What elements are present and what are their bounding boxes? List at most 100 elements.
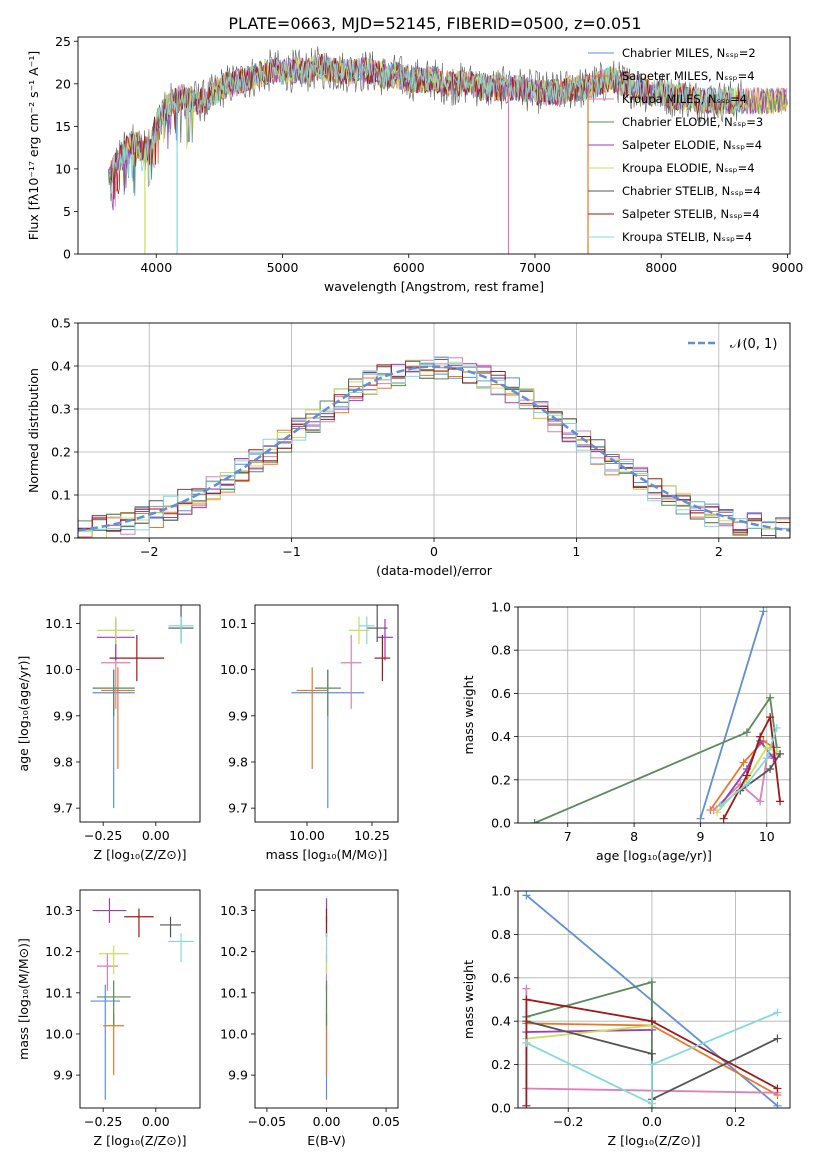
x-tick-label: 10.00 [289, 828, 325, 843]
x-axis-label: age [log₁₀(age/yr)] [596, 848, 712, 863]
x-tick-label: −0.25 [84, 828, 122, 843]
weight-marker [742, 771, 751, 780]
weight-series [525, 998, 778, 1106]
x-tick-label: −0.25 [84, 1114, 122, 1129]
y-axis-label: age [log₁₀(age/yr)] [16, 656, 31, 772]
normal-curve [78, 365, 790, 532]
y-tick-label: 9.8 [53, 754, 73, 769]
weight-marker [766, 713, 775, 722]
y-tick-label: 10.1 [45, 616, 73, 631]
x-tick-label: 0.00 [313, 1114, 341, 1129]
weight-marker [776, 797, 785, 806]
y-axis-label: Flux [fλ10⁻¹⁷ erg cm⁻² s⁻¹ A⁻¹] [26, 51, 41, 240]
y-axis-label: mass weight [461, 960, 476, 1039]
x-tick-label: −2 [140, 544, 158, 559]
y-tick-label: 10 [55, 161, 71, 176]
weight-marker [522, 984, 531, 993]
x-tick-label: 10 [759, 829, 775, 844]
weight-vs-age-marks [530, 607, 785, 823]
y-tick-label: 1.0 [491, 600, 511, 615]
weight-marker [756, 797, 765, 806]
legend-label: Kroupa STELIB, Nₛₛₚ=4 [622, 230, 752, 244]
y-tick-label: 10.0 [45, 662, 73, 677]
residuals-axes [74, 322, 790, 542]
x-tick-label: 0.05 [372, 1114, 400, 1129]
x-tick-label: 4000 [140, 260, 172, 275]
legend-label: Salpeter MILES, Nₛₛₚ=4 [622, 69, 755, 83]
residual-histogram [78, 356, 790, 538]
y-tick-label: 10.2 [220, 944, 248, 959]
x-tick-label: 2 [715, 544, 723, 559]
weight-marker [739, 758, 748, 767]
y-tick-label: 0.5 [51, 316, 71, 331]
y-tick-label: 9.9 [228, 708, 248, 723]
x-tick-label: 8 [630, 829, 638, 844]
x-tick-label: −0.2 [553, 1114, 583, 1129]
y-tick-label: 9.9 [53, 1068, 73, 1083]
x-axis-label: E(B-V) [307, 1133, 346, 1148]
x-tick-label: 7000 [519, 260, 551, 275]
y-axis-label: mass weight [461, 675, 476, 754]
age-vs-mass-axes [251, 623, 373, 826]
plot-layer: 4000 5000 6000 7000 8000 90000510152025wavele… [16, 34, 803, 1148]
weight-marker [719, 814, 728, 823]
y-tick-label: 0.8 [491, 927, 511, 942]
y-tick-label: 0.4 [491, 1014, 511, 1029]
y-tick-label: 10.0 [220, 662, 248, 677]
mass-vs-Z-marks [90, 898, 194, 1100]
y-tick-label: 10.2 [45, 944, 73, 959]
axes-frame [77, 36, 791, 255]
legend-label: Chabrier MILES, Nₛₛₚ=2 [622, 46, 756, 60]
x-tick-label: 10.25 [354, 828, 390, 843]
y-tick-label: 10.1 [220, 616, 248, 631]
legend-label: Chabrier STELIB, Nₛₛₚ=4 [622, 184, 761, 198]
y-tick-label: 10.0 [220, 1026, 248, 1041]
weight-marker [776, 749, 785, 758]
y-tick-label: 10.3 [45, 903, 73, 918]
y-tick-label: 0.4 [491, 729, 511, 744]
y-tick-label: 9.8 [228, 754, 248, 769]
y-tick-label: 0.0 [491, 1101, 511, 1116]
weight-series [699, 611, 765, 819]
axes-frame [517, 890, 791, 1109]
x-tick-label: 6000 [393, 260, 425, 275]
age-vs-Z-axes [76, 623, 157, 826]
weight-marker [759, 607, 768, 616]
weight-series [534, 695, 778, 823]
weight-marker [742, 728, 751, 737]
y-tick-label: 10.3 [220, 903, 248, 918]
weight-marker [756, 732, 765, 741]
weight-marker [716, 801, 725, 810]
weight-marker [530, 819, 539, 823]
y-tick-label: 0 [63, 247, 71, 262]
y-tick-label: 0.1 [51, 488, 71, 503]
spectrum-axes [74, 40, 788, 258]
weight-marker [647, 1060, 656, 1069]
y-tick-label: 0.3 [51, 402, 71, 417]
weight-marker [522, 891, 531, 900]
x-tick-label: 0 [430, 544, 438, 559]
weight-marker [647, 1017, 656, 1026]
weight-marker [773, 1034, 782, 1043]
weight-marker [696, 814, 705, 823]
axes-frame [79, 604, 201, 823]
mass-vs-ebv-axes [251, 910, 387, 1112]
y-tick-label: 20 [55, 76, 71, 91]
weight-marker [647, 1049, 656, 1058]
y-tick-label: 25 [55, 34, 71, 49]
y-tick-label: 0.0 [51, 531, 71, 546]
x-axis-label: (data-model)/error [376, 563, 493, 578]
weight-series [526, 1011, 778, 1106]
x-axis-label: Z [log₁₀(Z/Z⊙)] [608, 1133, 701, 1148]
y-tick-label: 0.6 [491, 686, 511, 701]
axes-frame [254, 889, 399, 1109]
weight-marker [772, 723, 781, 732]
weight-vs-Z-marks [522, 891, 782, 1108]
weight-series [526, 1024, 652, 1040]
weight-marker [522, 995, 531, 1004]
y-tick-label: 1.0 [491, 884, 511, 899]
y-tick-label: 0.2 [51, 445, 71, 460]
x-tick-label: 9 [696, 829, 704, 844]
weight-vs-age-axes [514, 606, 790, 827]
